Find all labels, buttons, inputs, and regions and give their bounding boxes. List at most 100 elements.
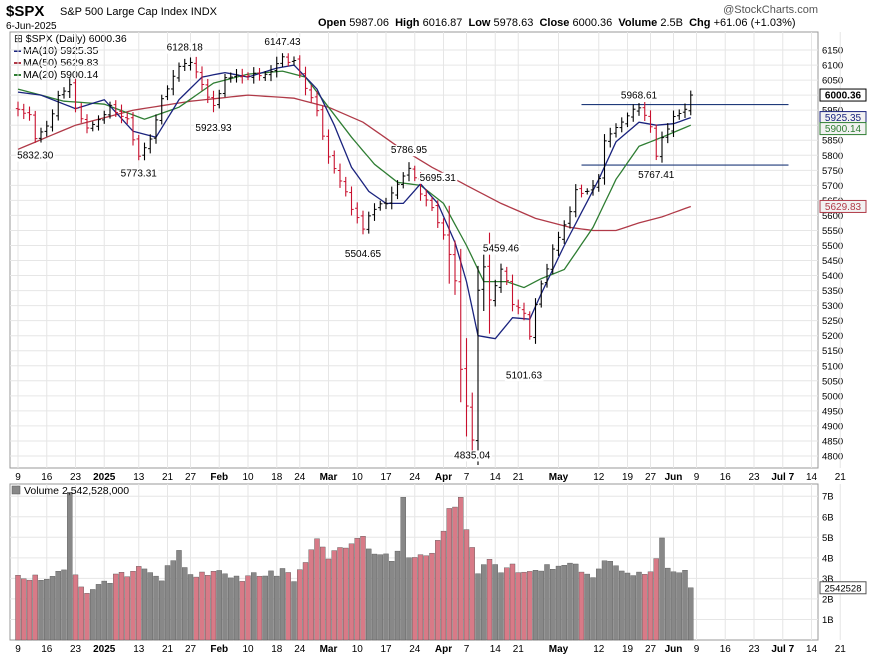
volume-bar [320, 546, 326, 641]
price-tick-label: 5500 [822, 241, 843, 252]
x-tick-label: 14 [806, 472, 818, 483]
volume-bar [590, 577, 596, 641]
volume-bar [32, 574, 38, 641]
volume-bar [331, 550, 337, 641]
volume-bar [72, 574, 79, 641]
volume-tick-label: 2B [822, 594, 834, 605]
volume-bar [256, 575, 263, 641]
price-annotation: 5786.95 [391, 145, 428, 156]
price-annotation: 5695.31 [420, 173, 457, 184]
volume-bar [113, 573, 119, 641]
last-value-label: 5900.14 [825, 124, 862, 135]
price-annotation-bg [343, 249, 383, 261]
volume-bar [337, 547, 343, 641]
volume-bar [170, 560, 176, 641]
volume-last-box [819, 581, 867, 595]
volume-bar [515, 572, 521, 641]
volume-bar [435, 540, 441, 641]
price-tick-label: 4800 [822, 451, 843, 462]
volume-bar [49, 576, 56, 641]
volume-x-tick-label: 21 [835, 644, 847, 655]
open-value: 5987.06 [349, 17, 389, 29]
x-tick-label: 24 [409, 472, 421, 483]
x-tick-label: 10 [242, 472, 254, 483]
volume-bar [268, 570, 274, 641]
x-tick-label: 18 [271, 472, 283, 483]
last-value-label: 6000.36 [825, 91, 862, 102]
volume-bar [38, 580, 44, 641]
volume-label: Volume [618, 17, 658, 29]
volume-bar [164, 565, 171, 641]
volume-bar [216, 570, 222, 641]
price-annotation: 5459.46 [483, 244, 520, 255]
x-tick-label: 21 [835, 472, 847, 483]
volume-bar [492, 564, 498, 641]
x-tick-label: 17 [380, 472, 392, 483]
x-tick-label: 21 [513, 472, 525, 483]
volume-bar [659, 537, 665, 641]
price-annotation: 6147.43 [264, 37, 301, 48]
volume-bar [544, 564, 550, 641]
price-annotation: 5101.63 [506, 370, 543, 381]
volume-x-tick-label: Feb [210, 644, 228, 655]
volume-bar [210, 571, 217, 641]
price-annotation-bg [453, 450, 492, 462]
x-tick-label: 9 [15, 472, 21, 483]
volume-x-tick-label: 10 [242, 644, 254, 655]
price-tick-label: 5750 [822, 166, 843, 177]
volume-bar [279, 568, 286, 641]
volume-bar [486, 559, 493, 641]
volume-bar [187, 574, 194, 641]
x-tick-label: 21 [162, 472, 174, 483]
price-tick-label: 5450 [822, 256, 843, 267]
volume-bar [550, 569, 556, 641]
volume-bar [676, 572, 682, 641]
x-tick-label: 16 [720, 472, 732, 483]
volume-bar [417, 554, 424, 641]
volume-x-tick-label: 23 [70, 644, 82, 655]
volume-bar [251, 572, 257, 641]
exchange-label: INDX [190, 6, 217, 18]
volume-bar [630, 575, 636, 641]
x-tick-label: 23 [70, 472, 82, 483]
price-tick-label: 5250 [822, 316, 843, 327]
volume-bar [469, 547, 475, 641]
volume-x-tick-label: 19 [622, 644, 634, 655]
price-tick-label: 4950 [822, 406, 843, 417]
volume-bar [440, 530, 447, 641]
price-tick-label: 5700 [822, 181, 843, 192]
volume-title: Volume 2,542,528,000 [24, 485, 129, 497]
volume-x-tick-label: Apr [435, 644, 452, 655]
volume-bar [458, 497, 464, 641]
volume-bar [130, 571, 136, 641]
last-value-box [819, 88, 867, 102]
last-value-box [819, 122, 867, 136]
volume-bar [532, 570, 539, 641]
x-tick-label: 16 [41, 472, 53, 483]
volume-bar [55, 571, 61, 641]
x-tick-label: 9 [694, 472, 700, 483]
volume-bar [383, 553, 389, 641]
volume-x-tick-label: 16 [41, 644, 53, 655]
price-annotation-bg [194, 123, 234, 135]
volume-tick-label: 1B [822, 615, 834, 626]
open-label: Open [318, 17, 347, 29]
price-tick-label: 4900 [822, 421, 843, 432]
close-value: 6000.36 [572, 17, 613, 29]
volume-x-tick-label: 9 [694, 644, 700, 655]
volume-last-label: 2542528 [825, 583, 862, 594]
volume-bar [389, 561, 395, 641]
volume-x-tick-label: 23 [748, 644, 760, 655]
price-tick-label: 5550 [822, 226, 843, 237]
x-tick-label: 24 [294, 472, 306, 483]
ma10-line [17, 64, 692, 340]
price-annotation: 6128.18 [167, 43, 204, 54]
low-value: 5978.63 [493, 17, 534, 29]
x-tick-label: Jul 7 [771, 472, 794, 483]
volume-bar [291, 581, 297, 641]
volume-bar [78, 586, 84, 641]
volume-tick-label: 5B [822, 533, 834, 544]
volume-bar [670, 571, 677, 641]
volume-bar [584, 573, 590, 641]
volume-bar [521, 571, 527, 641]
